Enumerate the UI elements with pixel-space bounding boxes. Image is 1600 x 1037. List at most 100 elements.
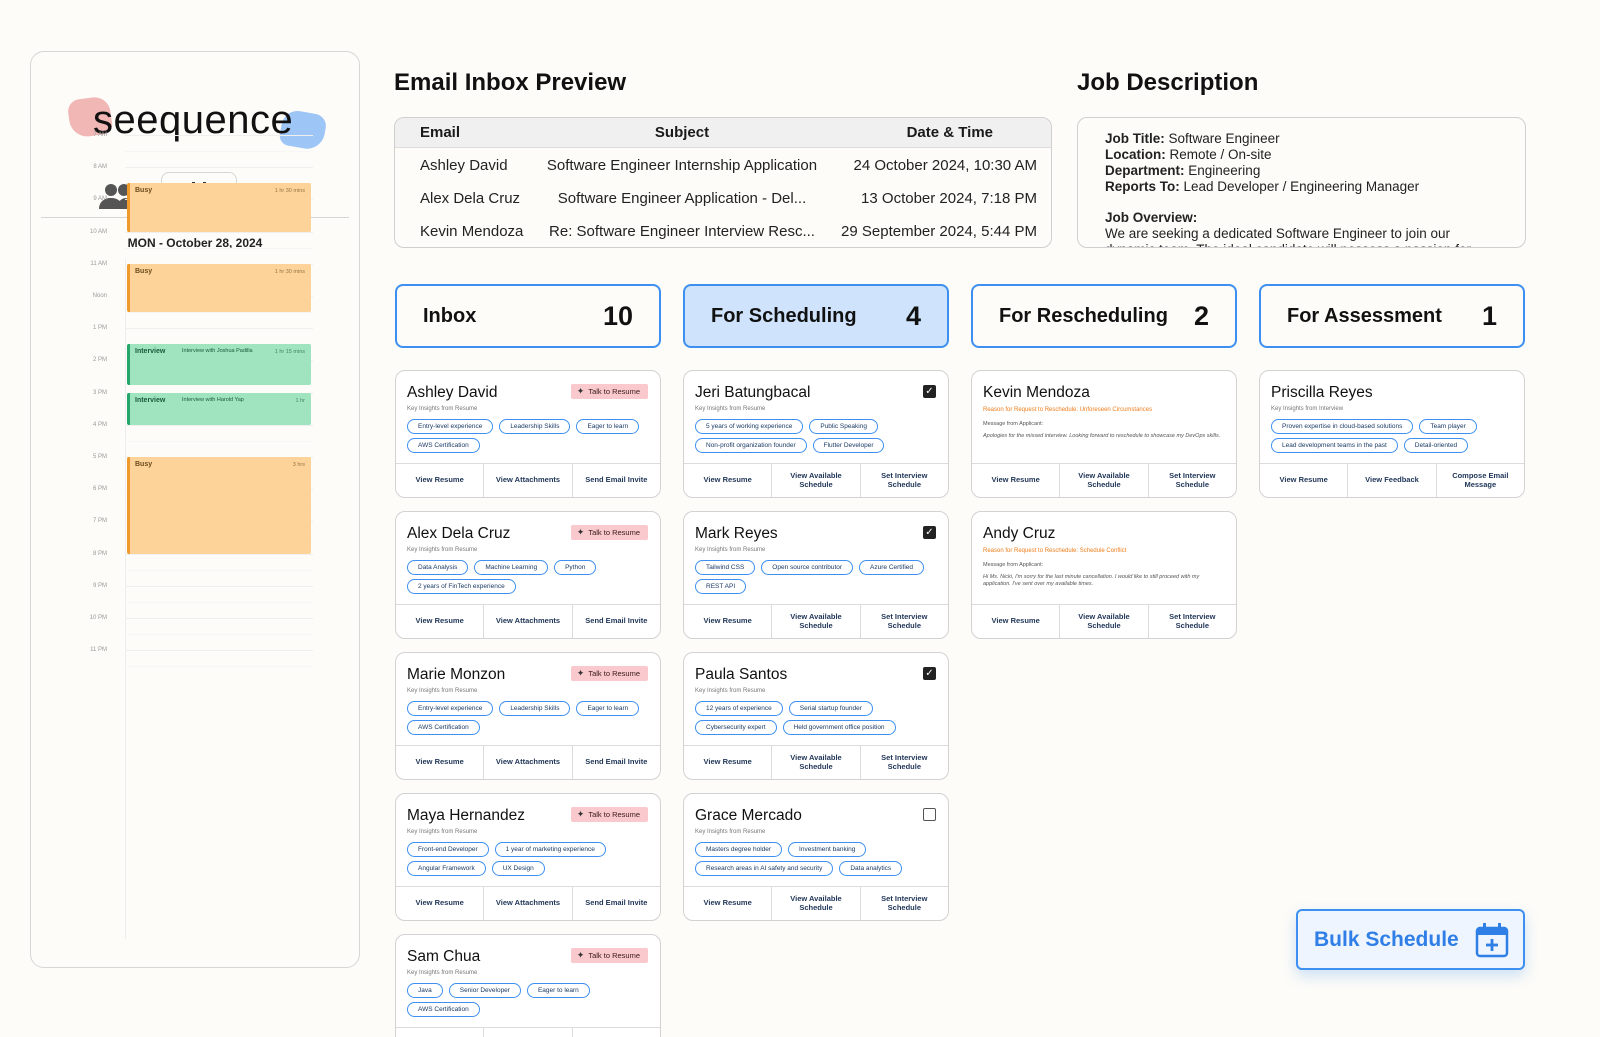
select-checkbox[interactable]: ✓ xyxy=(923,526,936,539)
candidate-card[interactable]: Mark Reyes ✓ Key Insights from Resume Tailw… xyxy=(683,511,949,639)
hour-label: Noon xyxy=(92,293,107,299)
view-available-schedule-button[interactable]: View Available Schedule xyxy=(771,605,859,638)
send-email-invite-button[interactable]: Send Email Invite xyxy=(571,746,660,779)
busy-event[interactable]: Busy 1 hr 30 mins xyxy=(127,183,311,232)
brand-logo[interactable]: seequence xyxy=(66,95,328,160)
interview-event[interactable]: Interview Interview with Joshua Padilla 1 … xyxy=(127,344,311,385)
send-email-invite-button[interactable]: Send Email Invite xyxy=(571,887,660,920)
view-available-schedule-button[interactable]: View Available Schedule xyxy=(1059,464,1147,497)
insight-tag: Proven expertise in cloud-based solution… xyxy=(1271,419,1414,434)
select-checkbox[interactable]: ✓ xyxy=(923,667,936,680)
view-available-schedule-button[interactable]: View Available Schedule xyxy=(771,887,859,920)
set-interview-schedule-button[interactable]: Set Interview Schedule xyxy=(859,746,948,779)
view-resume-button[interactable]: View Resume xyxy=(703,898,752,908)
send-email-invite-button[interactable]: Send Email Invite xyxy=(571,1028,660,1037)
event-title: Busy xyxy=(135,267,153,275)
view-attachments-button[interactable]: View Attachments xyxy=(483,464,571,497)
talk-to-resume-button[interactable]: ✦ Talk to Resume xyxy=(570,525,648,540)
candidate-name: Sam Chua xyxy=(407,948,481,965)
candidate-card[interactable]: Priscilla Reyes Key Insights from Intervi… xyxy=(1259,370,1525,498)
interview-event[interactable]: Interview Interview with Harold Yap 1 hr xyxy=(127,392,311,425)
view-resume-button[interactable]: View Resume xyxy=(415,757,464,767)
view-available-schedule-button[interactable]: View Available Schedule xyxy=(771,746,859,779)
view-attachments-button[interactable]: View Attachments xyxy=(483,746,571,779)
insight-tag: Front-end Developer xyxy=(407,842,489,857)
insight-tag: Tailwind CSS xyxy=(695,560,756,575)
candidate-card[interactable]: Jeri Batungbacal ✓ Key Insights from Resum… xyxy=(683,370,949,498)
sparkle-icon: ✦ xyxy=(576,386,585,396)
event-duration: 1 hr 30 mins xyxy=(274,188,305,195)
hour-label: 11 PM xyxy=(90,647,107,654)
view-resume-button[interactable]: View Resume xyxy=(703,475,752,485)
set-interview-schedule-button[interactable]: Set Interview Schedule xyxy=(1147,464,1236,497)
view-attachments-button[interactable]: View Attachments xyxy=(483,887,571,920)
candidate-card[interactable]: Marie Monzon ✦ Talk to Resume Key Insights … xyxy=(395,652,661,780)
insight-tag: Angular Framework xyxy=(407,861,486,876)
view-resume-button[interactable]: View Resume xyxy=(1279,475,1328,485)
insight-tag: AWS Certification xyxy=(407,438,480,453)
send-email-invite-button[interactable]: Send Email Invite xyxy=(571,605,660,638)
candidate-card[interactable]: Ashley David ✦ Talk to Resume Key Insights … xyxy=(395,370,661,498)
view-resume-button[interactable]: View Resume xyxy=(991,616,1040,626)
insights-label: Key Insights from Resume xyxy=(695,688,766,694)
view-resume-button[interactable]: View Resume xyxy=(415,475,464,485)
busy-event[interactable]: Busy 3 hrs xyxy=(127,457,311,554)
insight-tags: Entry-level experience Leadership Skills E… xyxy=(407,419,651,453)
compose-email-message-button[interactable]: Compose Email Message xyxy=(1435,464,1524,497)
hour-label: 9 AM xyxy=(93,196,107,203)
column-label: Inbox xyxy=(423,304,477,327)
select-checkbox[interactable]: ✓ xyxy=(923,385,936,398)
hour-label: 6 PM xyxy=(92,486,107,493)
email-row[interactable]: Kevin Mendoza Re: Software Engineer Inte… xyxy=(395,214,1051,247)
column-for-scheduling[interactable]: For Scheduling 4 xyxy=(683,284,949,348)
candidate-card[interactable]: Grace Mercado Key Insights from Resume Mas… xyxy=(683,793,949,921)
half-hour-gridline xyxy=(125,151,313,153)
job-description-panel[interactable]: Job Title: Software Engineer Location: R… xyxy=(1077,117,1526,248)
half-hour-gridline xyxy=(125,634,313,636)
view-resume-button[interactable]: View Resume xyxy=(415,898,464,908)
candidate-card[interactable]: Paula Santos ✓ Key Insights from Resume 12 … xyxy=(683,652,949,780)
candidate-card[interactable]: Alex Dela Cruz ✦ Talk to Resume Key Insight… xyxy=(395,511,661,639)
sparkle-icon: ✦ xyxy=(576,950,585,960)
hour-gridline xyxy=(125,585,313,587)
bulk-schedule-button[interactable]: Bulk Schedule xyxy=(1296,909,1525,970)
view-resume-button[interactable]: View Resume xyxy=(991,475,1040,485)
talk-to-resume-button[interactable]: ✦ Talk to Resume xyxy=(570,807,648,822)
set-interview-schedule-button[interactable]: Set Interview Schedule xyxy=(1147,605,1236,638)
talk-to-resume-button[interactable]: ✦ Talk to Resume xyxy=(570,948,648,963)
insight-tag: Senior Developer xyxy=(448,983,521,998)
view-attachments-button[interactable]: View Attachments xyxy=(483,605,571,638)
insight-tag: Team player xyxy=(1419,419,1477,434)
candidate-card[interactable]: Maya Hernandez ✦ Talk to Resume Key Insight… xyxy=(395,793,661,921)
view-resume-button[interactable]: View Resume xyxy=(703,757,752,767)
candidate-card[interactable]: Sam Chua ✦ Talk to Resume Key Insights from… xyxy=(395,934,661,1037)
email-row[interactable]: Alex Dela Cruz Software Engineer Applica… xyxy=(395,181,1051,214)
calendar-axis-line xyxy=(125,259,126,939)
set-interview-schedule-button[interactable]: Set Interview Schedule xyxy=(859,464,948,497)
select-checkbox[interactable] xyxy=(923,808,936,821)
talk-to-resume-button[interactable]: ✦ Talk to Resume xyxy=(570,384,648,399)
view-feedback-button[interactable]: View Feedback xyxy=(1347,464,1435,497)
set-interview-schedule-button[interactable]: Set Interview Schedule xyxy=(859,605,948,638)
busy-event[interactable]: Busy 1 hr 30 mins xyxy=(127,263,311,313)
candidate-name: Marie Monzon xyxy=(407,666,506,683)
insight-tag: Serial startup founder xyxy=(788,701,873,716)
column-for-rescheduling[interactable]: For Rescheduling 2 xyxy=(971,284,1237,348)
candidate-card[interactable]: Kevin Mendoza Reason for Request to Resch… xyxy=(971,370,1237,498)
view-available-schedule-button[interactable]: View Available Schedule xyxy=(1059,605,1147,638)
view-available-schedule-button[interactable]: View Available Schedule xyxy=(771,464,859,497)
send-email-invite-button[interactable]: Send Email Invite xyxy=(571,464,660,497)
view-resume-button[interactable]: View Resume xyxy=(415,616,464,626)
set-interview-schedule-button[interactable]: Set Interview Schedule xyxy=(859,887,948,920)
view-resume-button[interactable]: View Resume xyxy=(396,1028,483,1037)
reports-value: Lead Developer / Engineering Manager xyxy=(1179,179,1420,194)
column-inbox[interactable]: Inbox 10 xyxy=(395,284,661,348)
day-calendar[interactable]: 7 AM 8 AM 9 AM 10 AM 11 AM Noon 1 PM 2 PM 3 PM 4 … xyxy=(63,132,313,939)
column-for-assessment[interactable]: For Assessment 1 xyxy=(1259,284,1525,348)
view-attachments-button[interactable]: View Attachments xyxy=(483,1028,571,1037)
view-resume-button[interactable]: View Resume xyxy=(703,616,752,626)
email-row[interactable]: Ashley David Software Engineer Internshi… xyxy=(395,148,1051,181)
talk-to-resume-button[interactable]: ✦ Talk to Resume xyxy=(570,666,648,681)
candidate-card[interactable]: Andy Cruz Reason for Request to Reschedul… xyxy=(971,511,1237,639)
